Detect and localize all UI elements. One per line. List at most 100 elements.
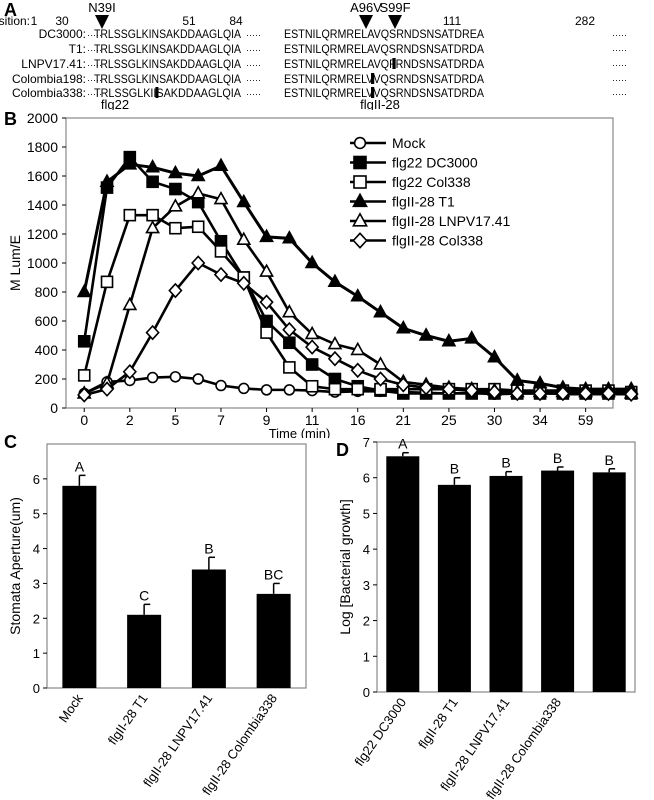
significance-letter: C [139, 587, 149, 603]
data-point [352, 192, 368, 208]
category-label: flgII-28 T1 [105, 691, 151, 747]
data-point [283, 361, 296, 374]
x-tick-label: 34 [532, 412, 548, 428]
significance-letter: B [204, 540, 213, 556]
data-point [169, 371, 182, 383]
data-point [259, 263, 274, 277]
data-point [418, 327, 434, 341]
x-tick-label: 21 [396, 412, 412, 428]
strain-name: DC3000: [39, 27, 86, 41]
y-tick-label: 1600 [27, 168, 58, 184]
data-point [100, 275, 114, 289]
sequence-segment-2: ESTNILQRMRELAVQSRNDSNSATDRDA [284, 42, 484, 56]
data-point [305, 358, 319, 371]
data-point [145, 324, 160, 341]
x-tick-label: 59 [578, 412, 594, 428]
data-point [169, 221, 182, 235]
data-point [123, 208, 137, 222]
panel-letter-b: B [4, 109, 17, 129]
significance-letter: B [553, 450, 562, 466]
data-point [328, 382, 342, 396]
data-point [99, 173, 115, 187]
data-point [77, 335, 91, 348]
significance-letter: B [450, 461, 459, 477]
panel-letter-c: C [4, 432, 17, 452]
data-point [191, 220, 205, 234]
data-point [122, 296, 138, 311]
data-point [327, 335, 343, 350]
bar [592, 472, 626, 692]
data-point [146, 371, 159, 384]
y-tick-label: 3 [363, 578, 370, 593]
data-point [441, 381, 457, 397]
data-point [167, 164, 183, 179]
data-point [350, 362, 365, 379]
significance-letter: BC [264, 566, 283, 582]
data-point [168, 282, 183, 299]
y-tick-label: 1400 [27, 197, 58, 213]
gap-dots: ····· [246, 75, 261, 85]
y-tick-label: 2 [363, 614, 370, 629]
data-point [352, 212, 368, 227]
x-tick-label: 30 [487, 412, 503, 428]
region-label: flgII-28 [360, 97, 400, 110]
significance-letter: A [398, 438, 408, 452]
gap-dots: ····· [246, 60, 261, 70]
substitution-mark [392, 58, 396, 69]
mutation-arrow [95, 15, 109, 29]
y-tick-label: 3 [33, 576, 40, 591]
data-point [353, 175, 367, 189]
data-point [213, 266, 229, 283]
y-tick-label: 5 [33, 507, 40, 522]
category-label: flgII-28 LNPV17.41 [140, 691, 215, 790]
data-point [601, 385, 616, 402]
data-point [487, 384, 502, 400]
mutation-arrow [359, 15, 373, 29]
significance-letter: A [75, 458, 85, 474]
data-point [304, 325, 320, 340]
position-number: 84 [229, 14, 243, 28]
y-tick-label: 400 [35, 342, 59, 358]
data-point [122, 156, 138, 170]
y-tick-label: 4 [33, 542, 40, 557]
data-point [487, 348, 502, 363]
data-point [77, 369, 91, 382]
data-point [190, 167, 206, 182]
strain-name: Colombia338: [12, 86, 86, 100]
legend-label: flgII-28 Col338 [392, 233, 483, 249]
plot-area [65, 117, 614, 409]
substitution-mark [371, 73, 375, 84]
gap-dots: ····· [612, 89, 627, 99]
data-point [169, 182, 182, 196]
data-point [555, 385, 570, 402]
data-point [396, 377, 411, 393]
data-point [214, 245, 228, 258]
data-point [213, 190, 229, 205]
gap-dots: ····· [87, 45, 102, 55]
data-point [395, 319, 411, 334]
position-number: 1 [31, 14, 38, 28]
data-point [281, 304, 297, 318]
data-point [441, 333, 457, 347]
data-point [260, 326, 273, 339]
data-point [281, 230, 297, 244]
x-axis-label: Time (min) [269, 426, 331, 438]
data-point [167, 198, 183, 212]
data-point [532, 385, 548, 402]
y-tick-label: 6 [363, 471, 370, 486]
gap-dots: ····· [87, 30, 102, 40]
sequence-segment-2: ESTNILQRMRELAVQSRNDSNSATDREA [284, 27, 484, 41]
sequence-segment-1: TRLSSGLKIISAKDDAAGLQIA [94, 86, 241, 100]
sequence-segment-1: TRLSSGLKINSAKDDAAGLQIA [94, 72, 241, 86]
bar [256, 593, 291, 688]
bar [127, 614, 162, 688]
y-tick-label: 1200 [27, 226, 58, 242]
data-point [418, 379, 434, 396]
data-point [304, 254, 320, 269]
y-tick-label: 4 [363, 542, 370, 557]
x-tick-label: 0 [80, 412, 88, 428]
data-point [352, 232, 368, 249]
bar [62, 485, 97, 688]
stomata-bar-chart: 0 1 2 3 4 5 6 Stomata Aperture(um) A C B BC Mock flgI… [7, 443, 307, 798]
sequence-segment-2: ESTNILQRMRELVVQSRNDSNSATDRDA [284, 86, 484, 100]
